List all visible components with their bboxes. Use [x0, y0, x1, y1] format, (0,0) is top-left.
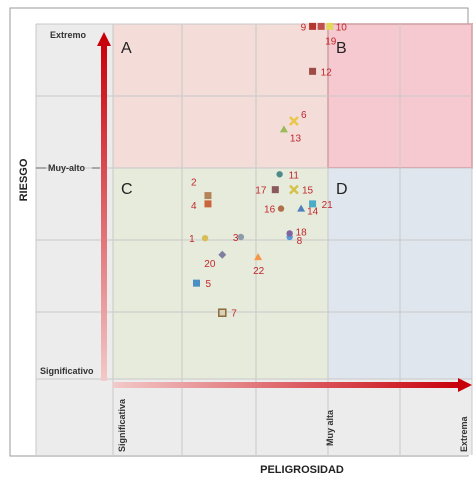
data-point-marker [309, 22, 317, 30]
data-point-label: 13 [290, 133, 302, 144]
data-point-marker [297, 204, 306, 212]
x-tick-label: Extrema [459, 415, 469, 452]
y-axis-arrowhead [97, 32, 111, 46]
data-point-marker [204, 192, 212, 200]
y-tick-label: Extremo [50, 30, 87, 40]
data-point-marker [317, 22, 325, 30]
data-point-label: 20 [204, 259, 216, 270]
data-point-marker [309, 67, 317, 75]
x-axis-title: PELIGROSIDAD [260, 464, 344, 476]
y-axis-arrow-shaft [101, 42, 107, 381]
data-point-marker [218, 308, 227, 317]
data-point-label: 1 [189, 234, 195, 245]
data-point-marker [218, 250, 227, 259]
data-point-label: 19 [325, 36, 337, 47]
data-point-label: 2 [191, 178, 197, 189]
data-point-marker [289, 116, 299, 126]
data-point-marker [204, 200, 212, 208]
data-point-label: 10 [336, 22, 348, 33]
x-axis-arrowhead [458, 378, 472, 392]
data-point-label: 15 [302, 186, 314, 197]
data-point-marker [279, 125, 288, 133]
data-point-marker [277, 205, 285, 212]
data-point-marker [237, 233, 245, 241]
data-point-label: 7 [231, 309, 237, 320]
x-tick-label: Muy alta [325, 409, 335, 446]
data-point-label: 6 [301, 110, 307, 121]
data-point-label: 8 [297, 236, 303, 247]
data-point-marker [201, 234, 209, 242]
quadrant-d-label: D [336, 181, 348, 198]
quadrant-c-label: C [121, 181, 133, 198]
data-point-marker [276, 171, 283, 178]
left-band [36, 24, 113, 379]
data-point-label: 22 [253, 266, 265, 277]
quadrant-c-area [112, 167, 329, 380]
data-point-label: 3 [233, 233, 239, 244]
quadrant-a-label: A [121, 40, 132, 57]
data-point-label: 16 [264, 205, 276, 216]
data-point-label: 11 [289, 170, 300, 181]
y-tick-label: Muy-alto [48, 163, 86, 173]
data-point-label: 17 [255, 186, 267, 197]
data-point-marker [309, 200, 317, 208]
y-tick-label: Significativo [40, 366, 94, 376]
data-point-label: 18 [296, 227, 308, 238]
quadrant-b-label: B [336, 40, 347, 57]
bottom-band [36, 379, 472, 455]
x-axis-arrow-shaft [113, 382, 461, 388]
y-axis-title: RIESGO [18, 158, 30, 201]
data-point-marker [192, 279, 200, 287]
data-point-label: 14 [307, 207, 319, 218]
data-point-marker [286, 230, 293, 237]
data-point-marker [289, 184, 299, 195]
data-point-marker [271, 186, 279, 194]
data-point-label: 5 [205, 279, 211, 290]
data-point-label: 21 [322, 200, 334, 211]
data-point-label: 9 [301, 22, 307, 33]
x-tick-label: Significativa [117, 398, 127, 452]
data-point-label: 4 [191, 201, 197, 212]
data-point-label: 12 [321, 67, 333, 78]
data-point-marker [326, 22, 334, 30]
data-point-marker [254, 253, 263, 261]
